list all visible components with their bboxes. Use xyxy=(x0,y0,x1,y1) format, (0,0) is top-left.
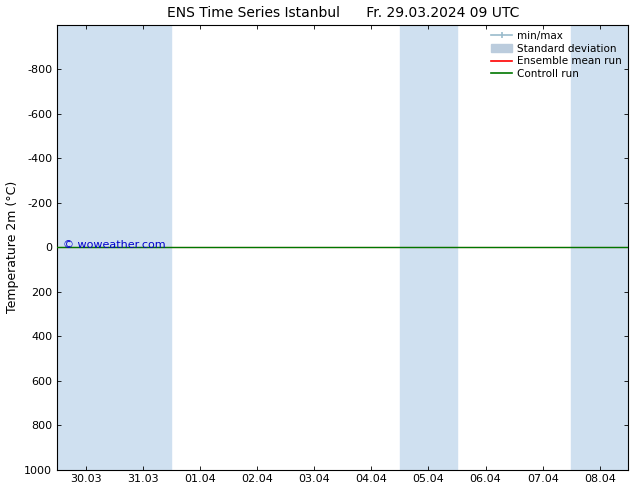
Bar xyxy=(57,25,114,469)
Bar xyxy=(571,25,628,469)
Title: ENS Time Series Istanbul      Fr. 29.03.2024 09 UTC: ENS Time Series Istanbul Fr. 29.03.2024 … xyxy=(167,5,519,20)
Bar xyxy=(400,25,457,469)
Bar xyxy=(114,25,171,469)
Y-axis label: Temperature 2m (°C): Temperature 2m (°C) xyxy=(6,181,18,314)
Text: © woweather.com: © woweather.com xyxy=(63,240,165,250)
Legend: min/max, Standard deviation, Ensemble mean run, Controll run: min/max, Standard deviation, Ensemble me… xyxy=(488,27,626,83)
